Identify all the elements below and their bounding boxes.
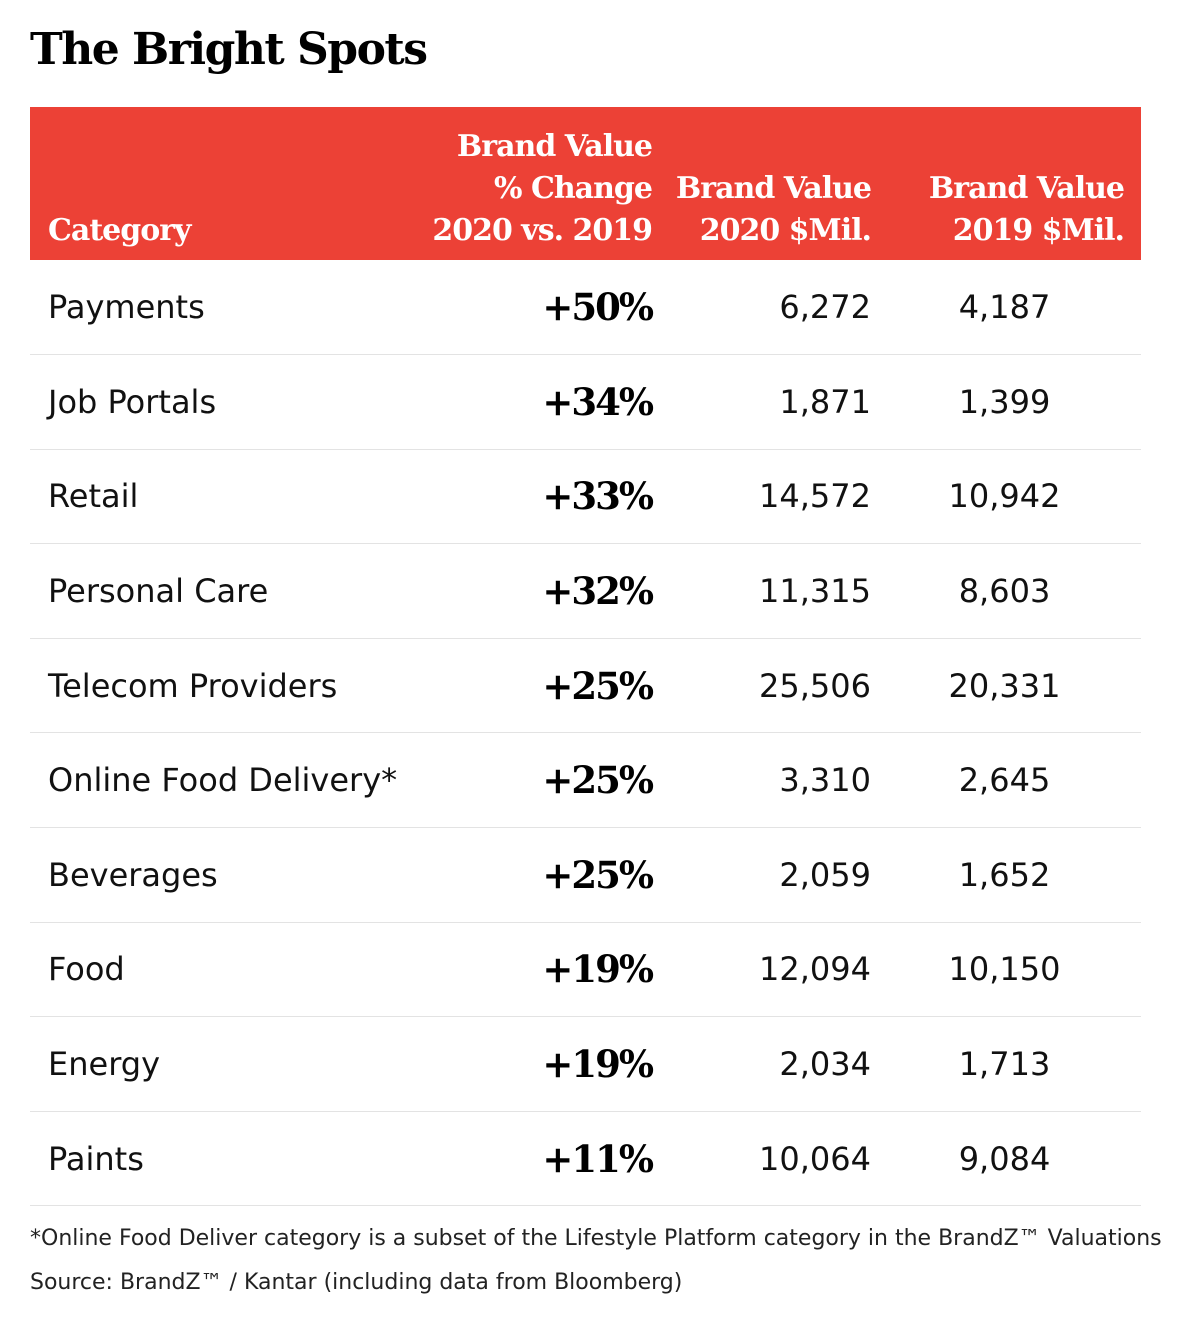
value-2020-cell: 10,064: [759, 1139, 871, 1178]
column-header-line: Brand Value: [928, 171, 1125, 206]
column-header-line: 2020 $Mil.: [699, 213, 872, 248]
value-2019-cell: 2,645: [958, 761, 1051, 800]
category-cell: Personal Care: [48, 572, 269, 611]
header-row: Category Brand Value % Change 2020 vs. 2…: [30, 107, 1141, 260]
table-row: Paints +11% 10,064 9,084: [30, 1111, 1141, 1206]
column-header-line: Brand Value: [675, 171, 872, 206]
table-header: Category Brand Value % Change 2020 vs. 2…: [30, 107, 1141, 260]
value-2019-cell: 8,603: [958, 572, 1051, 611]
percent-change-cell: +11%: [542, 1136, 654, 1181]
brand-value-table-container: Category Brand Value % Change 2020 vs. 2…: [30, 107, 1141, 1206]
value-2020-cell: 11,315: [759, 572, 871, 611]
value-2020-cell: 14,572: [759, 477, 871, 516]
column-header-category: Category: [30, 107, 400, 260]
column-header-line: 2020 vs. 2019: [432, 213, 653, 248]
category-cell: Job Portals: [48, 382, 217, 421]
table-row: Beverages +25% 2,059 1,652: [30, 828, 1141, 923]
brand-value-table: Category Brand Value % Change 2020 vs. 2…: [30, 107, 1141, 1206]
value-2020-cell: 2,034: [779, 1045, 871, 1084]
source-note: Source: BrandZ™ / Kantar (including data…: [30, 1270, 683, 1295]
value-2019-cell: 4,187: [958, 288, 1051, 327]
value-2020-cell: 2,059: [779, 855, 871, 894]
value-2020-cell: 12,094: [759, 950, 871, 989]
value-2019-cell: 20,331: [948, 666, 1061, 705]
table-row: Payments +50% 6,272 4,187: [30, 260, 1141, 355]
value-2020-cell: 25,506: [759, 666, 871, 705]
value-2019-cell: 10,150: [948, 950, 1061, 989]
value-2019-cell: 10,942: [948, 477, 1061, 516]
percent-change-cell: +19%: [542, 947, 654, 992]
table-row: Food +19% 12,094 10,150: [30, 922, 1141, 1017]
column-header-line: % Change: [494, 171, 653, 206]
table-row: Retail +33% 14,572 10,942: [30, 449, 1141, 544]
category-cell: Beverages: [48, 855, 218, 894]
category-cell: Online Food Delivery*: [48, 761, 398, 800]
table-row: Telecom Providers +25% 25,506 20,331: [30, 638, 1141, 733]
value-2019-cell: 1,652: [958, 855, 1051, 894]
percent-change-cell: +25%: [542, 663, 654, 708]
percent-change-cell: +25%: [542, 758, 654, 803]
value-2020-cell: 1,871: [779, 382, 871, 421]
value-2019-cell: 1,713: [958, 1045, 1051, 1084]
table-row: Personal Care +32% 11,315 8,603: [30, 544, 1141, 639]
category-cell: Payments: [48, 288, 205, 327]
footnote: *Online Food Deliver category is a subse…: [30, 1226, 1162, 1251]
value-2019-cell: 9,084: [958, 1139, 1051, 1178]
chart-title: The Bright Spots: [30, 24, 428, 75]
percent-change-cell: +19%: [542, 1042, 654, 1087]
column-header-line: Category: [48, 213, 191, 248]
table-body: Payments +50% 6,272 4,187 Job Portals +3…: [30, 260, 1141, 1206]
category-cell: Retail: [48, 477, 139, 516]
value-2020-cell: 6,272: [779, 288, 871, 327]
percent-change-cell: +50%: [542, 285, 654, 330]
column-header-percent-change: Brand Value % Change 2020 vs. 2019: [400, 107, 653, 260]
table-row: Online Food Delivery* +25% 3,310 2,645: [30, 733, 1141, 828]
category-cell: Paints: [48, 1139, 144, 1178]
table-row: Energy +19% 2,034 1,713: [30, 1017, 1141, 1112]
percent-change-cell: +25%: [542, 852, 654, 897]
percent-change-cell: +33%: [542, 474, 654, 519]
category-cell: Energy: [48, 1045, 161, 1084]
column-header-value-2020: Brand Value 2020 $Mil.: [652, 107, 888, 260]
value-2020-cell: 3,310: [779, 761, 871, 800]
percent-change-cell: +32%: [542, 569, 654, 614]
value-2019-cell: 1,399: [958, 382, 1051, 421]
category-cell: Telecom Providers: [48, 666, 338, 705]
percent-change-cell: +34%: [542, 379, 654, 424]
column-header-value-2019: Brand Value 2019 $Mil.: [888, 107, 1141, 260]
category-cell: Food: [48, 950, 125, 989]
table-row: Job Portals +34% 1,871 1,399: [30, 355, 1141, 450]
column-header-line: 2019 $Mil.: [952, 213, 1125, 248]
column-header-line: Brand Value: [456, 129, 653, 164]
